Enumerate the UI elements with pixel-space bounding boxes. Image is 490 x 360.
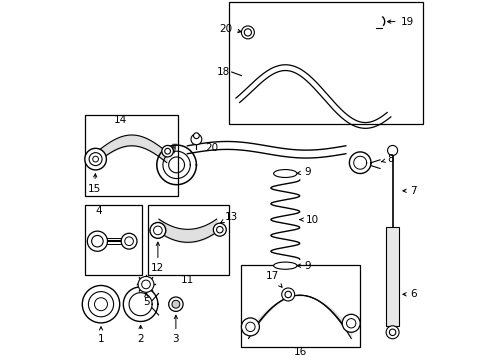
Circle shape: [390, 329, 396, 336]
Text: 9: 9: [297, 167, 311, 177]
Circle shape: [282, 288, 294, 301]
Circle shape: [121, 233, 137, 249]
Text: 6: 6: [403, 289, 417, 299]
Circle shape: [342, 314, 360, 332]
Text: 5: 5: [144, 293, 150, 307]
Circle shape: [153, 226, 162, 235]
Circle shape: [245, 322, 255, 332]
Ellipse shape: [273, 170, 297, 177]
Text: 11: 11: [181, 275, 194, 285]
Circle shape: [87, 231, 107, 251]
Text: 16: 16: [294, 347, 307, 357]
Text: 12: 12: [151, 242, 165, 273]
Circle shape: [82, 285, 120, 323]
Text: 9: 9: [297, 261, 311, 271]
Circle shape: [213, 223, 226, 236]
Circle shape: [138, 276, 154, 292]
Text: 13: 13: [220, 212, 239, 223]
Text: 19: 19: [388, 17, 414, 27]
Text: 20: 20: [205, 143, 219, 153]
Text: 2: 2: [137, 325, 144, 344]
Circle shape: [245, 29, 251, 36]
Circle shape: [386, 326, 399, 339]
Circle shape: [95, 298, 107, 311]
Bar: [85, 115, 178, 196]
Text: 14: 14: [114, 114, 127, 125]
Text: 3: 3: [172, 315, 179, 344]
Circle shape: [217, 226, 223, 233]
Circle shape: [93, 156, 98, 162]
Circle shape: [165, 148, 171, 154]
Circle shape: [89, 153, 102, 166]
Circle shape: [169, 297, 183, 311]
Text: 10: 10: [300, 215, 318, 225]
Bar: [85, 205, 143, 275]
Circle shape: [242, 318, 259, 336]
Text: 20: 20: [220, 24, 241, 34]
Circle shape: [85, 148, 106, 170]
Ellipse shape: [273, 262, 297, 269]
Circle shape: [162, 145, 173, 157]
Text: 7: 7: [403, 186, 417, 196]
Bar: [148, 205, 229, 275]
Circle shape: [125, 237, 133, 246]
Text: 4: 4: [96, 206, 102, 216]
Bar: [386, 227, 399, 326]
Circle shape: [92, 235, 103, 247]
Circle shape: [88, 292, 114, 317]
Circle shape: [194, 133, 199, 139]
Text: 17: 17: [266, 271, 282, 287]
Circle shape: [242, 26, 254, 39]
Text: 8: 8: [382, 154, 394, 164]
Text: 1: 1: [98, 327, 104, 344]
Circle shape: [150, 222, 166, 238]
Circle shape: [388, 145, 398, 156]
Bar: [242, 265, 360, 347]
Text: 15: 15: [88, 174, 101, 194]
Circle shape: [172, 300, 180, 308]
Circle shape: [285, 291, 292, 298]
Circle shape: [142, 280, 150, 289]
Circle shape: [191, 134, 202, 145]
Text: 18: 18: [217, 67, 230, 77]
Bar: [229, 2, 423, 124]
Circle shape: [346, 319, 356, 328]
